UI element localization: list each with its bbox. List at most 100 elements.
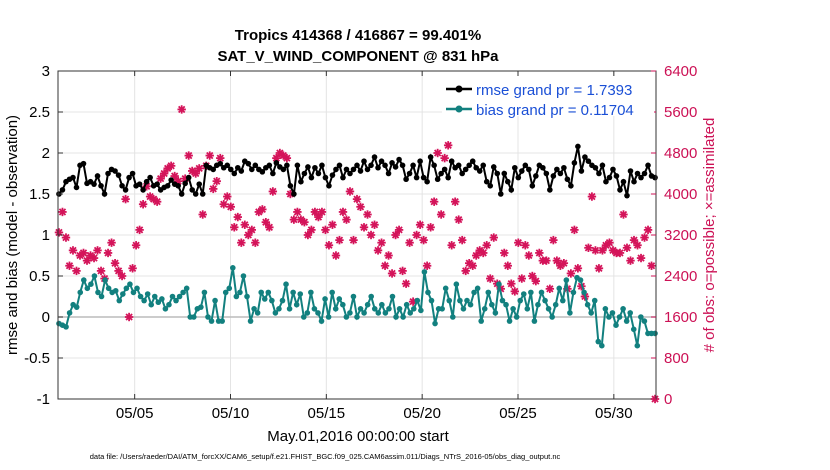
- rmse-point: [291, 191, 297, 197]
- rmse-point: [80, 160, 87, 167]
- obs-marker-stroke: [283, 154, 291, 162]
- obs-marker-stroke: [440, 154, 449, 162]
- obs-marker: [219, 200, 228, 209]
- obs-marker-stroke: [370, 221, 379, 229]
- obs-marker-stroke: [83, 256, 91, 265]
- rmse-point: [382, 162, 388, 169]
- bias-point: [290, 289, 296, 296]
- bias-point: [375, 310, 382, 316]
- bias-point: [336, 296, 343, 302]
- obs-marker-stroke: [570, 226, 579, 234]
- obs-marker-stroke: [160, 169, 168, 178]
- bias-point: [432, 320, 438, 327]
- obs-marker-stroke: [412, 231, 421, 239]
- bias-point: [460, 306, 467, 312]
- rmse-point: [645, 162, 651, 169]
- bias-point: [517, 297, 524, 304]
- obs-marker-stroke: [405, 239, 414, 247]
- obs-marker-stroke: [114, 267, 123, 275]
- bias-point: [322, 296, 328, 302]
- bias-point: [343, 314, 350, 320]
- obs-marker: [461, 266, 470, 276]
- obs-marker-stroke: [391, 231, 400, 239]
- obs-marker: [359, 223, 369, 232]
- obs-marker: [422, 261, 432, 270]
- bias-point: [208, 318, 215, 324]
- bias-point: [481, 306, 488, 312]
- bias-point: [219, 318, 225, 324]
- x-tick-label: 05/25: [499, 405, 537, 422]
- obs-marker: [366, 230, 376, 240]
- rmse-point: [217, 160, 224, 167]
- y-right-tick-label: 2400: [664, 268, 697, 285]
- obs-marker-stroke: [332, 251, 340, 260]
- grid: [58, 70, 656, 400]
- rmse-point: [568, 183, 574, 189]
- obs-marker-stroke: [156, 174, 165, 183]
- obs-marker: [72, 266, 81, 276]
- obs-marker-stroke: [272, 154, 281, 162]
- bias-point: [623, 318, 630, 324]
- bias-point: [545, 306, 552, 312]
- rmse-point: [533, 173, 539, 179]
- obs-marker-stroke: [605, 239, 614, 247]
- obs-marker: [647, 261, 656, 270]
- obs-marker: [457, 235, 467, 245]
- bias-point: [91, 273, 98, 279]
- rmse-point: [547, 187, 553, 193]
- rmse-point: [178, 191, 185, 197]
- rmse-point: [126, 174, 132, 181]
- rmse-point: [490, 164, 497, 170]
- rmse-point: [389, 160, 395, 166]
- bias-point: [63, 324, 69, 330]
- obs-marker-stroke: [342, 215, 351, 224]
- obs-marker: [545, 284, 555, 294]
- bias-point: [588, 310, 594, 316]
- obs-marker: [373, 246, 383, 255]
- obs-marker-stroke: [234, 213, 242, 221]
- y-axis-right-label: # of obs: o=possible; ×=assimilated: [701, 118, 718, 353]
- obs-marker-stroke: [132, 241, 140, 249]
- rmse-point: [364, 166, 371, 173]
- obs-marker: [566, 269, 576, 278]
- obs-marker: [110, 258, 120, 268]
- rmse-point: [578, 168, 585, 174]
- obs-marker-stroke: [395, 226, 403, 234]
- obs-marker: [96, 266, 106, 276]
- bias-point: [506, 318, 513, 324]
- bias-point: [581, 289, 587, 296]
- bias-point: [609, 310, 616, 316]
- x-tick-label: 05/30: [595, 405, 633, 422]
- y-tick-label: 0.5: [29, 268, 50, 285]
- rmse-point: [575, 143, 581, 150]
- obs-marker-stroke: [448, 241, 456, 249]
- obs-marker-stroke: [532, 277, 540, 285]
- rmse-point: [136, 181, 143, 187]
- obs-marker: [591, 246, 600, 255]
- chart-title: Tropics 414368 / 416867 = 99.401%: [235, 27, 481, 44]
- rmse-point: [224, 162, 231, 169]
- obs-marker-stroke: [297, 215, 305, 224]
- bias-point: [520, 291, 527, 297]
- obs-marker-stroke: [237, 239, 245, 247]
- rmse-point: [347, 170, 353, 177]
- rmse-point: [105, 170, 111, 177]
- obs-marker-stroke: [223, 192, 231, 201]
- obs-marker: [317, 207, 327, 217]
- rmse-point: [413, 174, 420, 181]
- rmse-point: [315, 170, 322, 177]
- obs-marker-stroke: [560, 259, 568, 267]
- obs-marker-stroke: [69, 246, 77, 255]
- rmse-point: [641, 170, 648, 177]
- bias-point: [591, 297, 598, 304]
- y-tick-label: -1: [37, 391, 50, 408]
- bias-point: [95, 289, 101, 296]
- obs-marker-stroke: [93, 246, 102, 255]
- obs-marker-stroke: [588, 192, 596, 201]
- obs-marker: [352, 194, 362, 204]
- bias-point: [403, 301, 410, 308]
- y-axis-left: -1 -0.5 0 0.5 1 1.5 2 2.5 3: [24, 63, 63, 408]
- obs-marker-stroke: [479, 249, 487, 257]
- obs-marker-stroke: [188, 167, 196, 175]
- rmse-point: [504, 178, 511, 185]
